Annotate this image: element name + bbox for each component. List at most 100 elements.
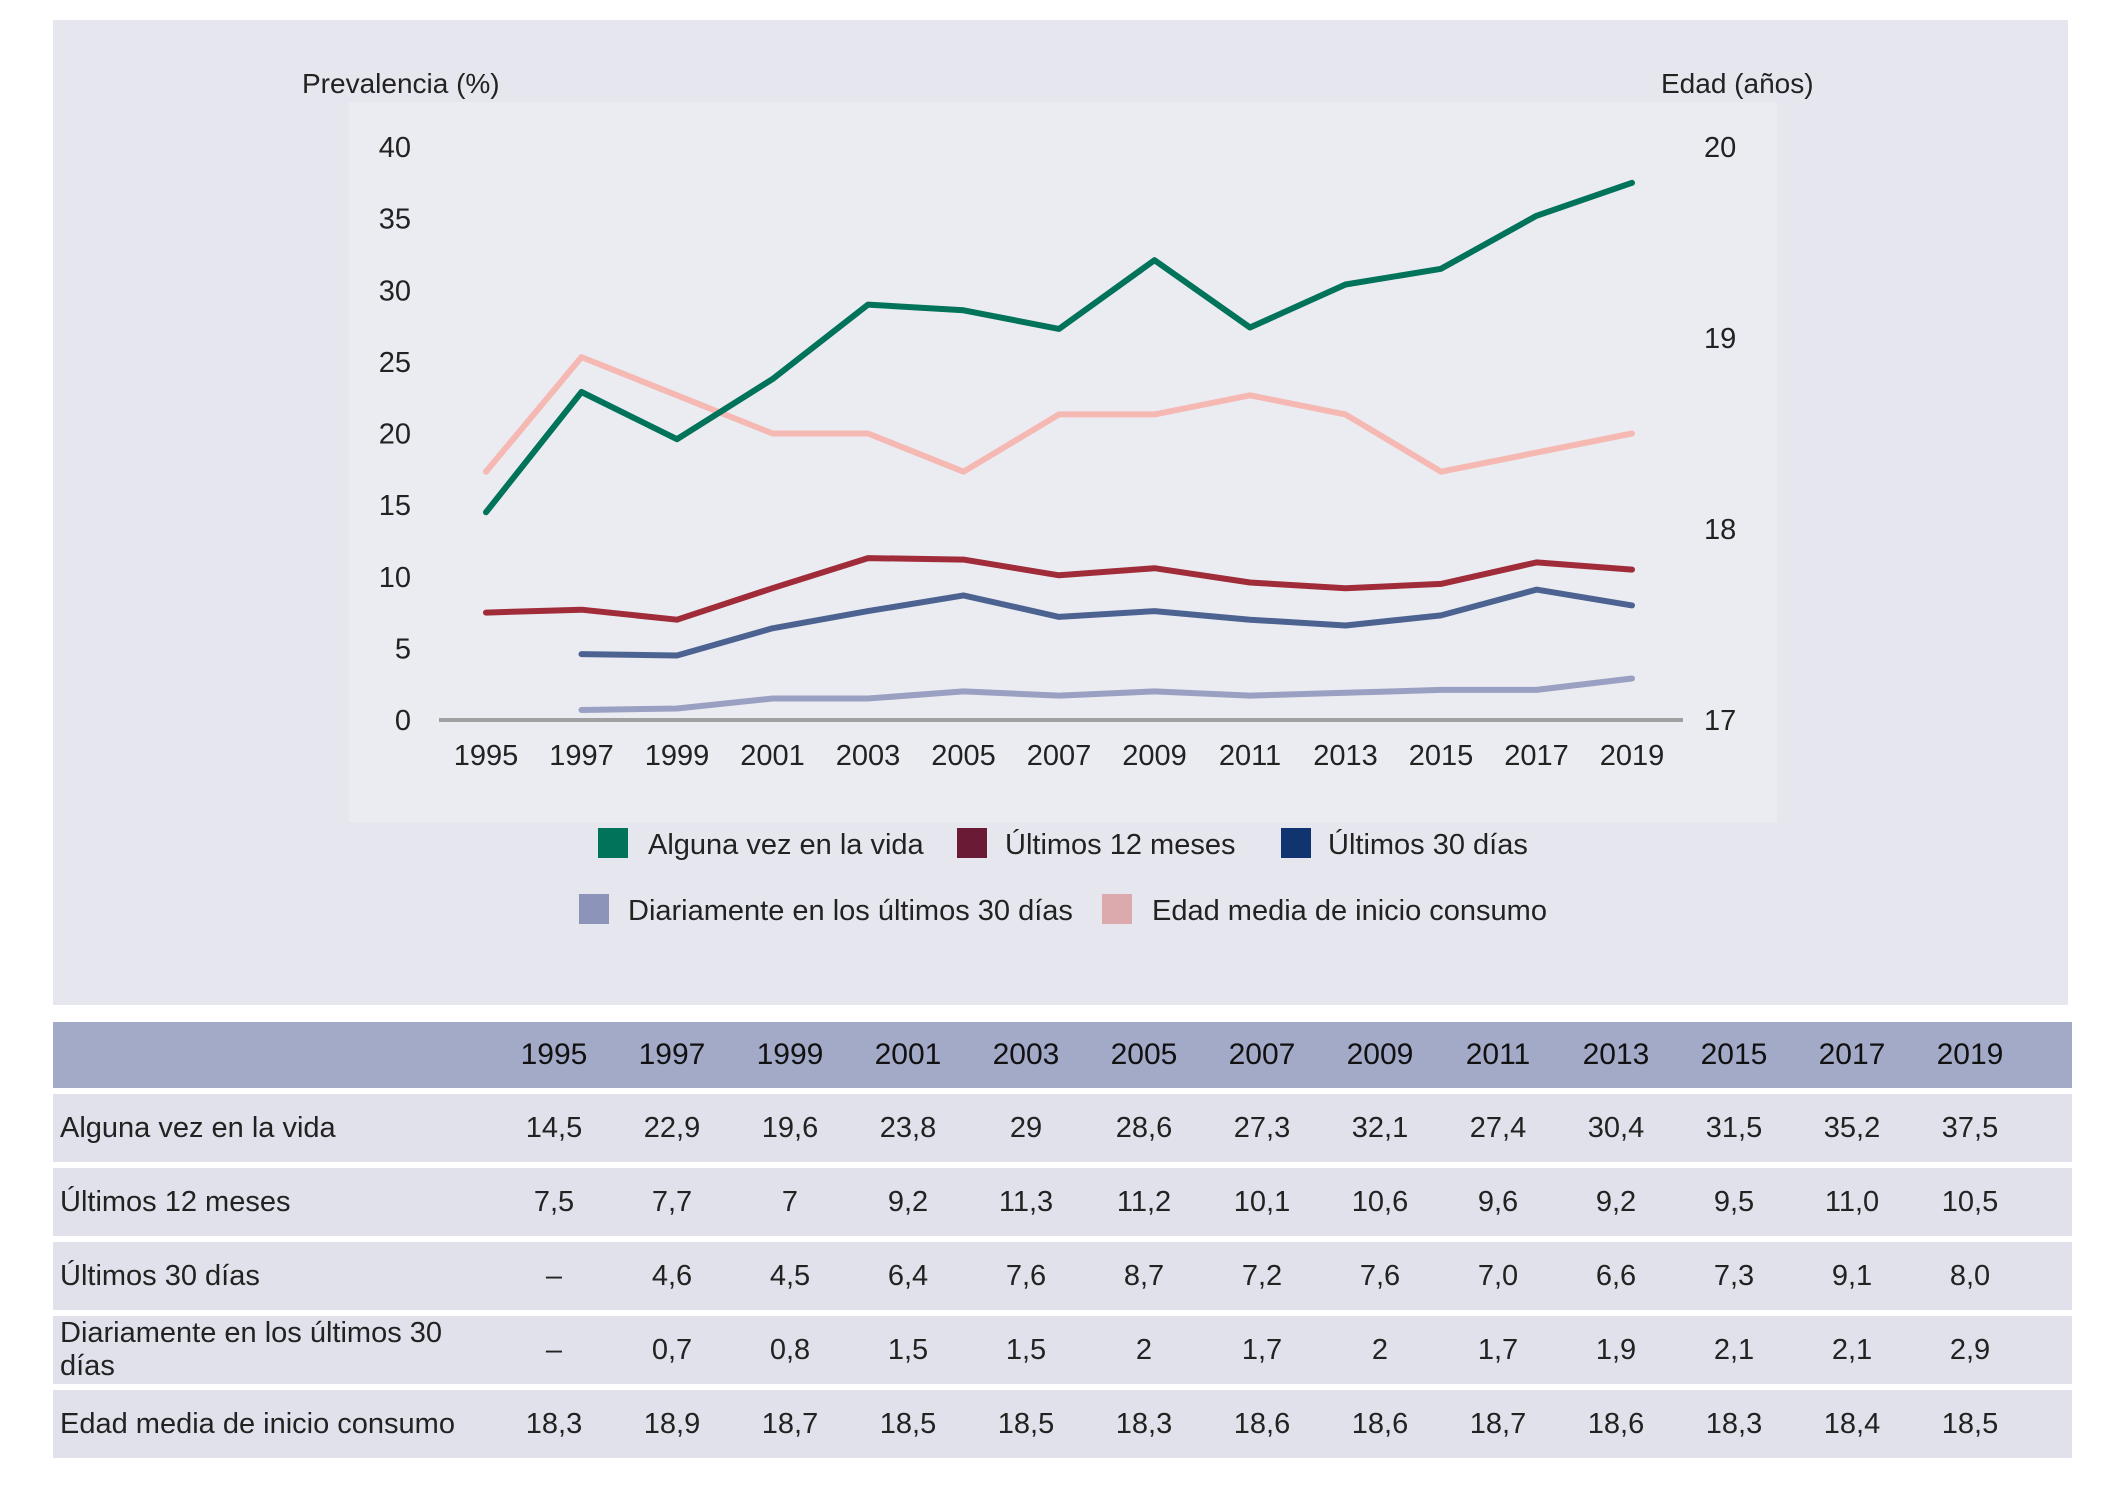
table-row-spacer [2029,1242,2072,1310]
table-cell: 32,1 [1321,1094,1439,1162]
table-cell: 11,3 [967,1168,1085,1236]
series-line-2 [578,586,1635,659]
table-cell: 9,6 [1439,1168,1557,1236]
row-label: Diariamente en los últimos 30 días [53,1316,495,1384]
table-cell: 37,5 [1911,1094,2029,1162]
legend-item: Últimos 12 meses [957,828,1235,861]
table-header-year: 2003 [967,1022,1085,1088]
table-cell: 9,2 [849,1168,967,1236]
table-row-spacer [2029,1316,2072,1384]
table-cell: 2 [1085,1316,1203,1384]
table-cell: 27,4 [1439,1094,1557,1162]
series-line-0 [483,179,1635,516]
y-left-tick-label: 0 [395,705,411,737]
table-header-year: 2009 [1321,1022,1439,1088]
table-header-year: 2001 [849,1022,967,1088]
table-cell: 8,7 [1085,1242,1203,1310]
y-left-tick-label: 5 [395,633,411,665]
table-header-year: 2013 [1557,1022,1675,1088]
x-tick-label: 2019 [1600,740,1665,772]
table-cell: 18,5 [1911,1390,2029,1458]
table-row-spacer [2029,1390,2072,1458]
table-cell: 1,7 [1439,1316,1557,1384]
table-cell: – [495,1316,613,1384]
y-left-tick-label: 30 [379,275,411,307]
legend: Alguna vez en la vida Últimos 12 meses Últ… [579,828,1547,927]
table-cell: 0,8 [731,1316,849,1384]
legend-swatch [598,828,628,858]
y-right-tick-label: 17 [1704,705,1736,737]
y-axis-right-ticks: 17 18 19 20 [1704,132,1736,737]
table-cell: 29 [967,1094,1085,1162]
legend-label: Últimos 30 días [1328,828,1528,861]
table-cell: 28,6 [1085,1094,1203,1162]
table-cell: 7,2 [1203,1242,1321,1310]
table-cell: 2,9 [1911,1316,2029,1384]
table-cell: 18,5 [967,1390,1085,1458]
series-lines [483,179,1635,713]
row-label: Últimos 30 días [53,1242,495,1310]
table-cell: 1,5 [849,1316,967,1384]
x-tick-label: 2009 [1122,740,1187,772]
legend-item: Edad media de inicio consumo [1102,894,1547,927]
table-row-spacer [2029,1168,2072,1236]
x-tick-label: 2017 [1504,740,1569,772]
x-tick-label: 1999 [645,740,710,772]
table-cell: 18,6 [1557,1390,1675,1458]
chart-panel: Prevalencia (%) Edad (años) 0 5 10 15 20 25 30… [53,20,2068,1005]
legend-swatch [1102,894,1132,924]
table-cell: 18,7 [731,1390,849,1458]
table-cell: 9,2 [1557,1168,1675,1236]
legend-swatch [579,894,609,924]
table-cell: 18,6 [1321,1390,1439,1458]
x-tick-label: 2005 [931,740,996,772]
table-cell: 19,6 [731,1094,849,1162]
table-row: Últimos 12 meses 7,5 7,7 7 9,2 11,3 11,2 10,1 10… [53,1168,2072,1236]
table-header-row: 1995 1997 1999 2001 2003 2005 2007 2009 2011 2013… [53,1022,2072,1088]
plot-area [349,102,1777,822]
table-cell: 35,2 [1793,1094,1911,1162]
table-row: Últimos 30 días –4,6 4,5 6,4 7,6 8,7 7,2 7,6 7,0… [53,1242,2072,1310]
table-header-year: 2015 [1675,1022,1793,1088]
line-chart: Prevalencia (%) Edad (años) 0 5 10 15 20 25 30… [302,68,1814,927]
y-right-tick-label: 20 [1704,132,1736,164]
table-cell: 4,6 [613,1242,731,1310]
x-axis-ticks: 1995 1997 1999 2001 2003 2005 2007 2009 2011 2013… [454,740,1665,772]
table-cell: 9,1 [1793,1242,1911,1310]
table-cell: – [495,1242,613,1310]
table-cell: 18,3 [1675,1390,1793,1458]
table-cell: 1,7 [1203,1316,1321,1384]
legend-label: Alguna vez en la vida [648,829,925,861]
legend-label: Últimos 12 meses [1005,828,1235,861]
x-tick-label: 2001 [740,740,805,772]
table-cell: 18,5 [849,1390,967,1458]
table-cell: 18,4 [1793,1390,1911,1458]
x-tick-label: 1997 [549,740,614,772]
series-line-1 [483,555,1635,623]
table-header-year: 2017 [1793,1022,1911,1088]
table-cell: 8,0 [1911,1242,2029,1310]
table-header-year: 2019 [1911,1022,2029,1088]
table-cell: 10,1 [1203,1168,1321,1236]
table-header-corner [53,1022,495,1088]
table-cell: 18,9 [613,1390,731,1458]
table-cell: 18,6 [1203,1390,1321,1458]
table-cell: 7 [731,1168,849,1236]
table-header-spacer [2029,1022,2072,1088]
table-header-year: 1995 [495,1022,613,1088]
table-cell: 7,5 [495,1168,613,1236]
table-cell: 1,9 [1557,1316,1675,1384]
y-left-tick-label: 25 [379,347,411,379]
legend-item: Alguna vez en la vida [598,828,925,861]
y-left-tick-label: 40 [379,132,411,164]
legend-swatch [1281,828,1311,858]
table-cell: 11,2 [1085,1168,1203,1236]
x-tick-label: 2007 [1027,740,1092,772]
table-cell: 7,0 [1439,1242,1557,1310]
table-cell: 2,1 [1675,1316,1793,1384]
table-row-spacer [2029,1094,2072,1162]
x-tick-label: 1995 [454,740,519,772]
table-cell: 7,6 [1321,1242,1439,1310]
y-axis-left-ticks: 0 5 10 15 20 25 30 35 40 [379,132,411,737]
table-cell: 2,1 [1793,1316,1911,1384]
